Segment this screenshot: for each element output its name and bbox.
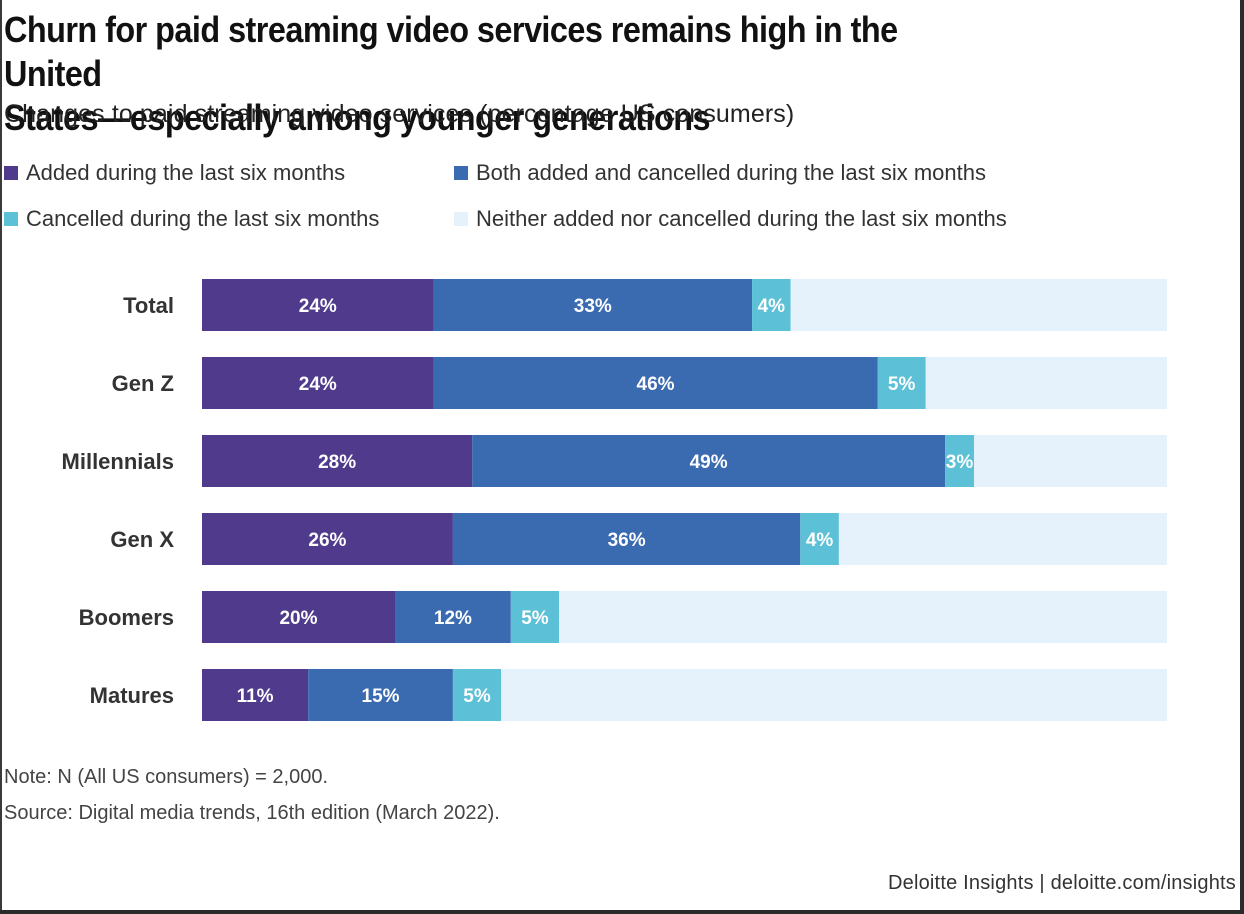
data-label-total-both: 33% bbox=[574, 296, 612, 317]
category-label-boomers: Boomers bbox=[79, 605, 174, 630]
bar-matures-both bbox=[308, 669, 453, 721]
legend-item-neither: Neither added nor cancelled during the l… bbox=[454, 206, 1007, 232]
window-frame-bottom bbox=[0, 910, 1244, 914]
bar-total-both bbox=[433, 279, 753, 331]
legend-item-added: Added during the last six months bbox=[4, 160, 345, 186]
chart-title-line-1: Churn for paid streaming video services … bbox=[4, 9, 898, 94]
data-label-boomers-added: 20% bbox=[279, 608, 317, 629]
bar-gen-x-neither bbox=[838, 513, 1167, 565]
bar-gen-z-neither bbox=[925, 357, 1167, 409]
category-label-millennials: Millennials bbox=[62, 449, 174, 474]
data-label-gen-x-both: 36% bbox=[608, 530, 646, 551]
data-label-total-cancelled: 4% bbox=[758, 296, 786, 317]
bar-gen-z-cancelled bbox=[877, 357, 926, 409]
bar-boomers-cancelled bbox=[510, 591, 560, 643]
data-label-gen-z-cancelled: 5% bbox=[888, 374, 916, 395]
window-frame-left bbox=[0, 0, 2, 914]
bar-total-added bbox=[202, 279, 434, 331]
data-label-total-added: 24% bbox=[299, 296, 337, 317]
window-frame-right bbox=[1240, 0, 1244, 914]
category-label-total: Total bbox=[123, 293, 174, 318]
legend-label-neither: Neither added nor cancelled during the l… bbox=[476, 206, 1007, 231]
bar-millennials-both bbox=[472, 435, 946, 487]
legend-swatch-both bbox=[454, 166, 468, 180]
legend-swatch-cancelled bbox=[4, 212, 18, 226]
data-label-millennials-cancelled: 3% bbox=[946, 452, 974, 473]
data-label-gen-x-cancelled: 4% bbox=[806, 530, 834, 551]
bar-gen-x-added bbox=[202, 513, 453, 565]
bar-gen-z-both bbox=[433, 357, 878, 409]
bar-matures-cancelled bbox=[452, 669, 502, 721]
legend-item-both: Both added and cancelled during the last… bbox=[454, 160, 986, 186]
category-label-gen-z: Gen Z bbox=[112, 371, 174, 396]
bar-total-cancelled bbox=[752, 279, 791, 331]
bar-total-neither bbox=[790, 279, 1167, 331]
data-label-matures-cancelled: 5% bbox=[463, 686, 491, 707]
chart-source: Source: Digital media trends, 16th editi… bbox=[4, 802, 500, 824]
bar-gen-x-cancelled bbox=[800, 513, 839, 565]
data-label-boomers-both: 12% bbox=[434, 608, 472, 629]
data-label-boomers-cancelled: 5% bbox=[521, 608, 549, 629]
data-label-gen-x-added: 26% bbox=[308, 530, 346, 551]
bar-matures-added bbox=[202, 669, 309, 721]
legend-label-added: Added during the last six months bbox=[26, 160, 346, 185]
data-label-matures-added: 11% bbox=[237, 686, 274, 707]
chart-subtitle: Changes to paid streaming video services… bbox=[4, 100, 795, 128]
stacked-bar-chart: Total 24% 33% 4% Gen Z 24% 46% 5% Millennials 28%… bbox=[62, 279, 1167, 721]
chart-note: Note: N (All US consumers) = 2,000. bbox=[4, 766, 329, 788]
bar-boomers-both bbox=[395, 591, 511, 643]
bar-millennials-added bbox=[202, 435, 473, 487]
legend-label-both: Both added and cancelled during the last… bbox=[476, 160, 986, 185]
bar-gen-z-added bbox=[202, 357, 434, 409]
legend-swatch-neither bbox=[454, 212, 468, 226]
data-label-gen-z-both: 46% bbox=[637, 374, 675, 395]
bar-boomers-added bbox=[202, 591, 395, 643]
chart-title-line-2: States—especially among younger generati… bbox=[4, 97, 711, 138]
data-label-millennials-added: 28% bbox=[318, 452, 356, 473]
bar-matures-neither bbox=[501, 669, 1167, 721]
legend-label-cancelled: Cancelled during the last six months bbox=[26, 206, 380, 231]
data-label-gen-z-added: 24% bbox=[299, 374, 337, 395]
bar-millennials-cancelled bbox=[945, 435, 974, 487]
publisher-credit: Deloitte Insights | deloitte.com/insight… bbox=[887, 872, 1236, 894]
chart-title: Churn for paid streaming video services … bbox=[4, 8, 994, 140]
bar-gen-x-both bbox=[452, 513, 801, 565]
data-label-matures-both: 15% bbox=[362, 686, 400, 707]
bar-millennials-neither bbox=[974, 435, 1167, 487]
legend-item-cancelled: Cancelled during the last six months bbox=[4, 206, 379, 232]
legend-swatch-added bbox=[4, 166, 18, 180]
category-label-matures: Matures bbox=[90, 683, 174, 708]
bar-boomers-neither bbox=[559, 591, 1167, 643]
category-label-gen-x: Gen X bbox=[110, 527, 174, 552]
data-label-millennials-both: 49% bbox=[690, 452, 728, 473]
